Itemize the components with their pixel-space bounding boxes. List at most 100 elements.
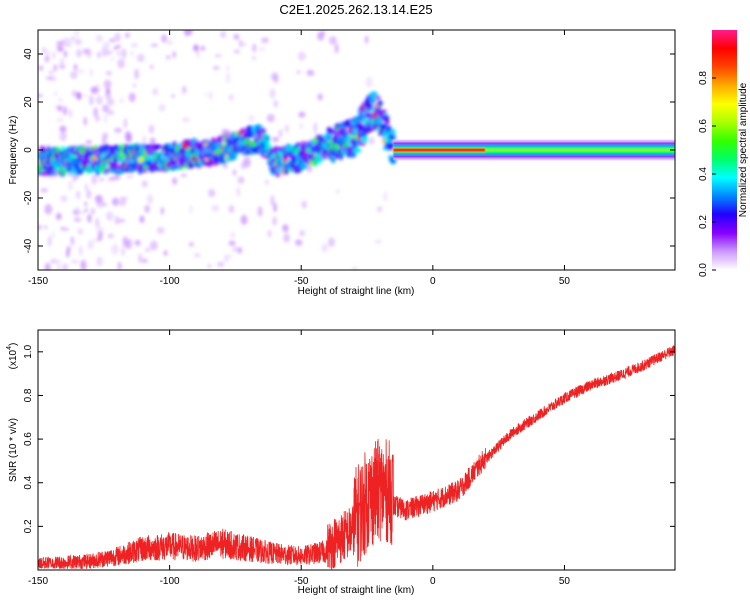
noise-speckle bbox=[48, 236, 52, 247]
signal-blob bbox=[263, 135, 270, 143]
x-tick-label: 50 bbox=[559, 576, 571, 587]
noise-speckle bbox=[232, 246, 238, 253]
x-tick-label: -150 bbox=[28, 576, 48, 587]
noise-speckle bbox=[161, 34, 167, 43]
noise-speckle bbox=[167, 40, 172, 46]
noise-speckle bbox=[66, 250, 70, 258]
noise-speckle bbox=[84, 117, 87, 126]
noise-speckle bbox=[259, 47, 266, 50]
colorbar-label: Normalized spectral amplitude bbox=[738, 82, 749, 217]
noise-speckle bbox=[273, 203, 277, 213]
signal-blob bbox=[375, 96, 380, 101]
noise-speckle bbox=[57, 105, 62, 111]
noise-speckle bbox=[166, 55, 171, 59]
noise-speckle bbox=[211, 205, 219, 212]
noise-speckle bbox=[88, 240, 94, 249]
noise-speckle bbox=[109, 39, 115, 43]
noise-speckle bbox=[53, 64, 57, 72]
y-tick-label: 0.6 bbox=[23, 432, 34, 446]
noise-speckle bbox=[159, 104, 166, 112]
noise-speckle bbox=[54, 91, 57, 97]
noise-speckle bbox=[72, 90, 77, 97]
noise-speckle bbox=[236, 187, 240, 197]
noise-speckle bbox=[125, 240, 131, 250]
noise-speckle bbox=[193, 46, 199, 49]
noise-speckle bbox=[90, 208, 95, 215]
noise-speckle bbox=[209, 91, 213, 100]
x-tick-label: -100 bbox=[160, 576, 180, 587]
noise-speckle bbox=[56, 259, 61, 263]
noise-speckle bbox=[95, 218, 100, 228]
noise-speckle bbox=[298, 112, 305, 118]
noise-speckle bbox=[85, 183, 88, 191]
noise-speckle bbox=[226, 64, 229, 72]
colorbar-tick-label: 0.6 bbox=[698, 119, 709, 133]
noise-speckle bbox=[40, 189, 47, 193]
noise-speckle bbox=[171, 94, 174, 97]
noise-speckle bbox=[182, 118, 190, 122]
noise-speckle bbox=[230, 232, 235, 239]
noise-speckle bbox=[252, 44, 256, 53]
noise-speckle bbox=[377, 206, 382, 212]
noise-speckle bbox=[91, 86, 98, 93]
noise-speckle bbox=[368, 137, 374, 145]
noise-speckle bbox=[118, 219, 125, 222]
noise-speckle bbox=[239, 40, 243, 48]
noise-speckle bbox=[91, 174, 97, 185]
noise-speckle bbox=[103, 42, 110, 51]
x-tick-label: 0 bbox=[430, 276, 436, 287]
noise-speckle bbox=[365, 36, 369, 44]
noise-speckle bbox=[62, 106, 67, 115]
noise-speckle bbox=[114, 128, 122, 133]
noise-speckle bbox=[102, 137, 107, 144]
noise-speckle bbox=[77, 92, 82, 100]
noise-speckle bbox=[265, 179, 269, 185]
noise-speckle bbox=[52, 231, 55, 239]
noise-speckle bbox=[233, 169, 237, 176]
spectrogram-x-axis-label: Height of straight line (km) bbox=[298, 286, 415, 297]
noise-speckle bbox=[321, 243, 328, 252]
noise-speckle bbox=[283, 233, 289, 242]
noise-speckle bbox=[383, 192, 387, 202]
signal-blob bbox=[353, 148, 362, 154]
noise-speckle bbox=[59, 126, 66, 133]
noise-speckle bbox=[124, 118, 127, 128]
noise-speckle bbox=[117, 200, 123, 206]
noise-speckle bbox=[71, 37, 75, 41]
noise-speckle bbox=[301, 201, 307, 209]
noise-speckle bbox=[328, 238, 335, 247]
noise-speckle bbox=[268, 230, 271, 238]
signal-blob bbox=[378, 100, 382, 107]
noise-speckle bbox=[78, 228, 83, 235]
colorbar-tick-label: 0.4 bbox=[698, 167, 709, 181]
noise-speckle bbox=[83, 94, 88, 98]
y-tick-label: 1.0 bbox=[23, 344, 34, 358]
band-core bbox=[485, 149, 675, 151]
noise-speckle bbox=[110, 57, 115, 61]
noise-speckle bbox=[74, 217, 82, 222]
noise-speckle bbox=[59, 98, 63, 103]
y-tick-label: 0.2 bbox=[23, 519, 34, 533]
noise-speckle bbox=[79, 245, 83, 256]
noise-speckle bbox=[268, 116, 273, 121]
noise-speckle bbox=[243, 158, 251, 168]
colorbar-tick-label: 0.8 bbox=[698, 71, 709, 85]
noise-speckle bbox=[98, 178, 105, 181]
noise-speckle bbox=[121, 247, 125, 256]
noise-speckle bbox=[75, 206, 79, 216]
snr-panel: -150 -100 -50 0 50 0.20.40.60.81.0 Height of… bbox=[6, 330, 675, 596]
snr-multiplier-base: (x10 bbox=[8, 349, 19, 369]
snr-x-axis-label: Height of straight line (km) bbox=[298, 585, 415, 596]
y-tick-label: 0 bbox=[23, 147, 34, 153]
noise-speckle bbox=[147, 194, 153, 204]
noise-speckle bbox=[150, 241, 158, 250]
noise-speckle bbox=[258, 206, 263, 217]
noise-speckle bbox=[56, 213, 62, 220]
noise-speckle bbox=[220, 31, 226, 38]
noise-speckle bbox=[182, 86, 186, 94]
signal-blob bbox=[360, 136, 368, 143]
noise-speckle bbox=[111, 244, 118, 255]
noise-speckle bbox=[96, 35, 104, 42]
noise-speckle bbox=[138, 253, 142, 263]
noise-speckle bbox=[69, 109, 72, 118]
